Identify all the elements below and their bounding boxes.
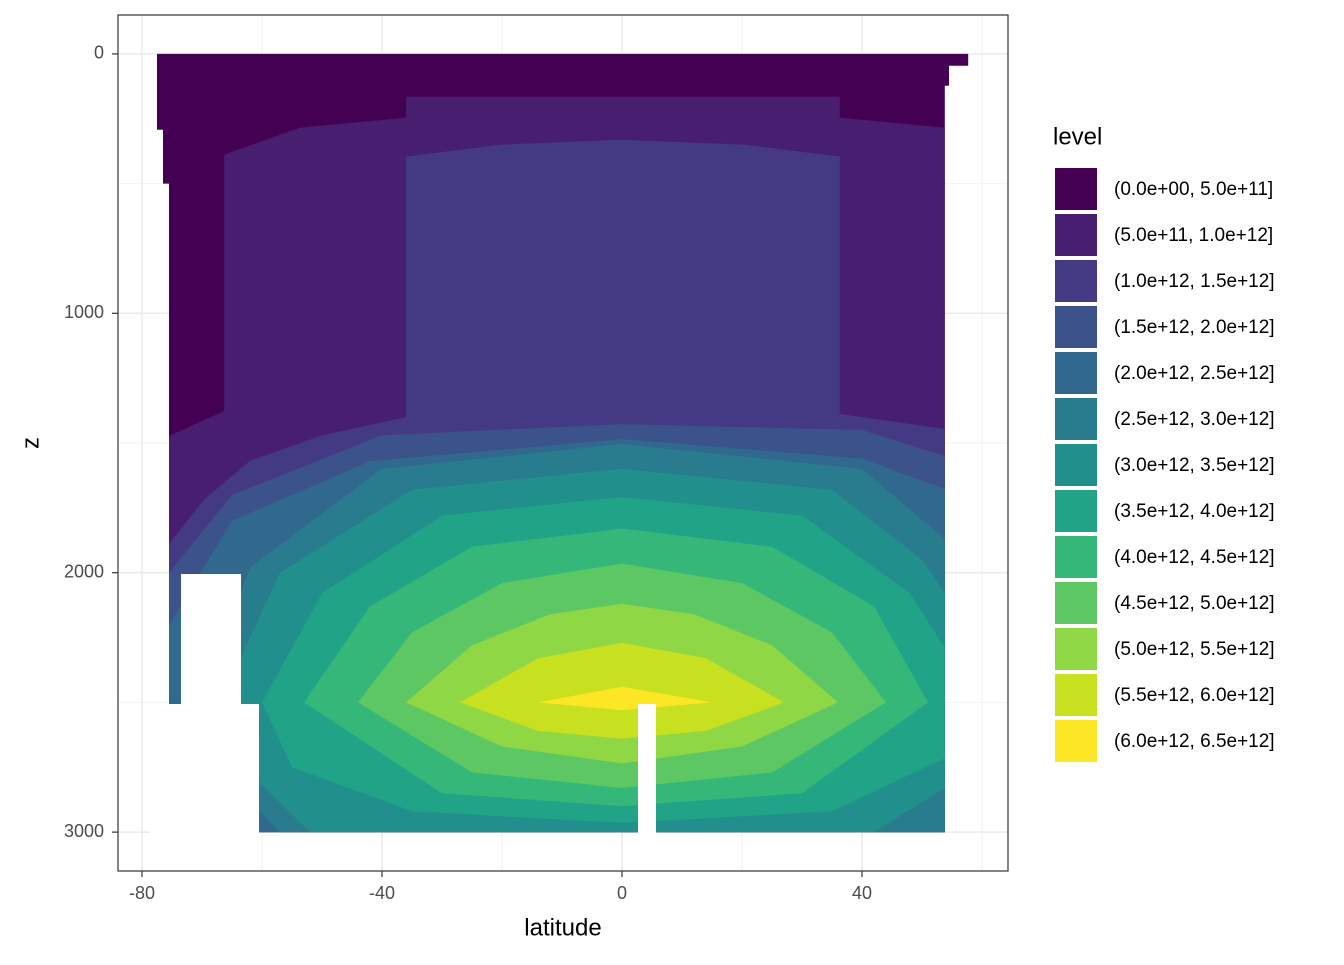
legend-label: (5.0e+12, 5.5e+12] <box>1114 639 1275 660</box>
land-masks <box>150 574 656 834</box>
legend-label: (3.5e+12, 4.0e+12] <box>1114 501 1275 522</box>
legend-key <box>1055 260 1097 302</box>
legend-label: (1.5e+12, 2.0e+12] <box>1114 317 1275 338</box>
legend-label: (5.0e+11, 1.0e+12] <box>1114 225 1273 246</box>
x-tick-label: -40 <box>369 883 395 903</box>
legend-title: level <box>1053 123 1102 150</box>
legend-key <box>1055 536 1097 578</box>
legend-key <box>1055 720 1097 762</box>
x-axis-title: latitude <box>524 914 601 941</box>
axes: -80 -40 0 40 0 1000 2000 3000 <box>64 43 872 903</box>
legend-label: (4.5e+12, 5.0e+12] <box>1114 593 1275 614</box>
y-tick-label: 3000 <box>64 821 104 841</box>
legend-key <box>1055 628 1097 670</box>
y-tick-label: 1000 <box>64 302 104 322</box>
legend-key <box>1055 398 1097 440</box>
legend-key <box>1055 674 1097 716</box>
mask <box>181 574 241 704</box>
y-tick-label: 2000 <box>64 561 104 581</box>
mask <box>638 704 656 834</box>
legend: (0.0e+00, 5.0e+11] (5.0e+11, 1.0e+12] (1.0… <box>1055 168 1275 762</box>
mask <box>150 704 259 834</box>
legend-key <box>1055 214 1097 256</box>
y-tick-label: 0 <box>94 43 104 63</box>
legend-label: (4.0e+12, 4.5e+12] <box>1114 547 1275 568</box>
x-tick-label: 40 <box>852 883 872 903</box>
legend-key <box>1055 168 1097 210</box>
x-tick-label: 0 <box>617 883 627 903</box>
legend-key <box>1055 444 1097 486</box>
panel-border <box>117 14 1009 872</box>
legend-label: (0.0e+00, 5.0e+11] <box>1114 179 1273 200</box>
legend-label: (6.0e+12, 6.5e+12] <box>1114 731 1275 752</box>
legend-label: (2.0e+12, 2.5e+12] <box>1114 363 1275 384</box>
legend-label: (2.5e+12, 3.0e+12] <box>1114 409 1275 430</box>
legend-key <box>1055 582 1097 624</box>
legend-key <box>1055 490 1097 532</box>
legend-key <box>1055 306 1097 348</box>
legend-label: (1.0e+12, 1.5e+12] <box>1114 271 1275 292</box>
x-tick-label: -80 <box>129 883 155 903</box>
legend-key <box>1055 352 1097 394</box>
y-axis-title: z <box>17 437 44 449</box>
contour-band <box>538 686 712 711</box>
contour-bands <box>157 53 969 833</box>
legend-label: (3.0e+12, 3.5e+12] <box>1114 455 1275 476</box>
legend-label: (5.5e+12, 6.0e+12] <box>1114 685 1275 706</box>
